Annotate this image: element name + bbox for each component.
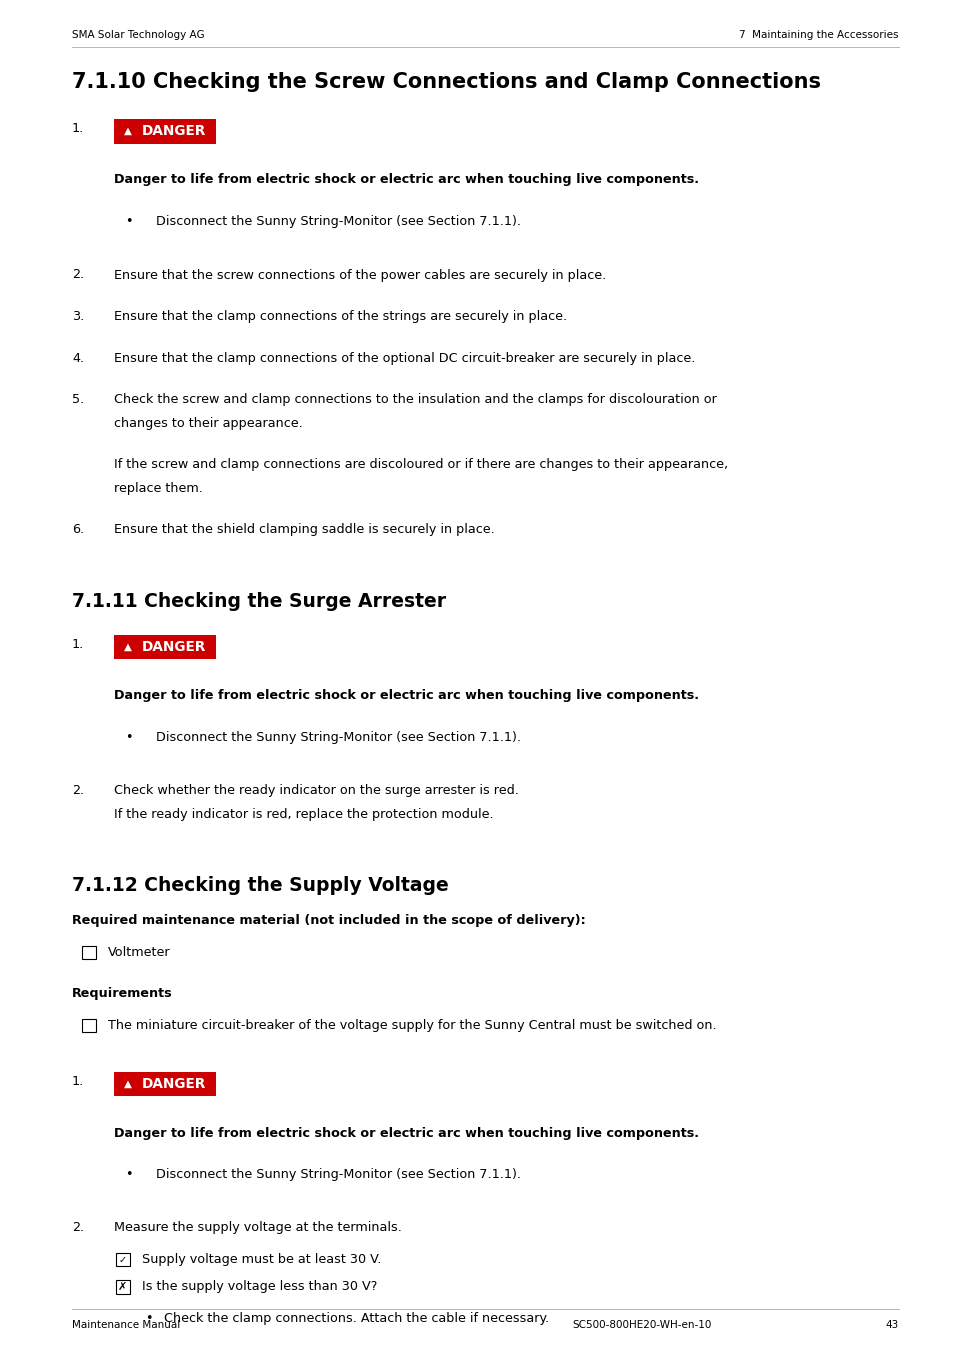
Bar (113, 634, 215, 658)
Text: •: • (145, 1311, 152, 1325)
Text: Supply voltage must be at least 30 V.: Supply voltage must be at least 30 V. (141, 1253, 380, 1265)
Text: •: • (125, 730, 132, 744)
Text: DANGER: DANGER (142, 639, 206, 654)
Text: 1.: 1. (71, 1075, 84, 1088)
Text: 7.1.11 Checking the Surge Arrester: 7.1.11 Checking the Surge Arrester (71, 592, 446, 611)
Text: Disconnect the Sunny String-Monitor (see Section 7.1.1).: Disconnect the Sunny String-Monitor (see… (156, 730, 520, 744)
Text: DANGER: DANGER (142, 124, 206, 138)
Text: Danger to life from electric shock or electric arc when touching live components: Danger to life from electric shock or el… (113, 173, 699, 187)
Text: 7.1.10 Checking the Screw Connections and Clamp Connections: 7.1.10 Checking the Screw Connections an… (71, 72, 821, 92)
Text: Disconnect the Sunny String-Monitor (see Section 7.1.1).: Disconnect the Sunny String-Monitor (see… (156, 215, 520, 228)
Text: 7  Maintaining the Accessories: 7 Maintaining the Accessories (739, 30, 898, 41)
Text: Voltmeter: Voltmeter (108, 945, 170, 959)
Text: Maintenance Manual: Maintenance Manual (71, 1320, 180, 1330)
Text: changes to their appearance.: changes to their appearance. (113, 416, 302, 430)
Text: •: • (125, 1168, 132, 1182)
Text: ✗: ✗ (118, 1282, 128, 1293)
Text: Required maintenance material (not included in the scope of delivery):: Required maintenance material (not inclu… (71, 914, 585, 927)
Text: 2.: 2. (71, 1221, 84, 1234)
Bar (116, 1280, 130, 1294)
Text: Check the screw and clamp connections to the insulation and the clamps for disco: Check the screw and clamp connections to… (113, 393, 716, 406)
Text: ▲: ▲ (124, 642, 132, 652)
Text: ✓: ✓ (118, 1255, 127, 1264)
Text: 43: 43 (884, 1320, 898, 1330)
Text: Ensure that the shield clamping saddle is securely in place.: Ensure that the shield clamping saddle i… (113, 523, 495, 535)
Bar (82, 945, 95, 959)
Bar (116, 1253, 130, 1267)
Text: ▲: ▲ (124, 1079, 132, 1090)
Text: Danger to life from electric shock or electric arc when touching live components: Danger to life from electric shock or el… (113, 1126, 699, 1140)
Text: If the ready indicator is red, replace the protection module.: If the ready indicator is red, replace t… (113, 807, 493, 821)
Bar (113, 1072, 215, 1096)
Text: 7.1.12 Checking the Supply Voltage: 7.1.12 Checking the Supply Voltage (71, 876, 448, 895)
Bar (82, 1018, 95, 1032)
Text: If the screw and clamp connections are discoloured or if there are changes to th: If the screw and clamp connections are d… (113, 458, 727, 470)
Text: 2.: 2. (71, 784, 84, 796)
Text: 1.: 1. (71, 122, 84, 135)
Bar (113, 119, 215, 143)
Text: Ensure that the clamp connections of the strings are securely in place.: Ensure that the clamp connections of the… (113, 310, 566, 323)
Text: Check the clamp connections. Attach the cable if necessary.: Check the clamp connections. Attach the … (164, 1311, 549, 1325)
Text: Ensure that the screw connections of the power cables are securely in place.: Ensure that the screw connections of the… (113, 269, 605, 281)
Text: Measure the supply voltage at the terminals.: Measure the supply voltage at the termin… (113, 1221, 401, 1234)
Text: 5.: 5. (71, 393, 84, 406)
Text: Disconnect the Sunny String-Monitor (see Section 7.1.1).: Disconnect the Sunny String-Monitor (see… (156, 1168, 520, 1182)
Text: Requirements: Requirements (71, 987, 172, 1000)
Text: SMA Solar Technology AG: SMA Solar Technology AG (71, 30, 204, 41)
Text: 4.: 4. (71, 352, 84, 365)
Text: DANGER: DANGER (142, 1078, 206, 1091)
Text: •: • (125, 215, 132, 228)
Text: Check whether the ready indicator on the surge arrester is red.: Check whether the ready indicator on the… (113, 784, 518, 796)
Text: 6.: 6. (71, 523, 84, 535)
Text: 3.: 3. (71, 310, 84, 323)
Text: Danger to life from electric shock or electric arc when touching live components: Danger to life from electric shock or el… (113, 690, 699, 702)
Text: ▲: ▲ (124, 126, 132, 137)
Text: replace them.: replace them. (113, 481, 203, 495)
Text: 2.: 2. (71, 269, 84, 281)
Text: Ensure that the clamp connections of the optional DC circuit-breaker are securel: Ensure that the clamp connections of the… (113, 352, 695, 365)
Text: SC500-800HE20-WH-en-10: SC500-800HE20-WH-en-10 (572, 1320, 711, 1330)
Text: The miniature circuit-breaker of the voltage supply for the Sunny Central must b: The miniature circuit-breaker of the vol… (108, 1018, 716, 1032)
Text: Is the supply voltage less than 30 V?: Is the supply voltage less than 30 V? (141, 1280, 376, 1294)
Text: 1.: 1. (71, 638, 84, 650)
